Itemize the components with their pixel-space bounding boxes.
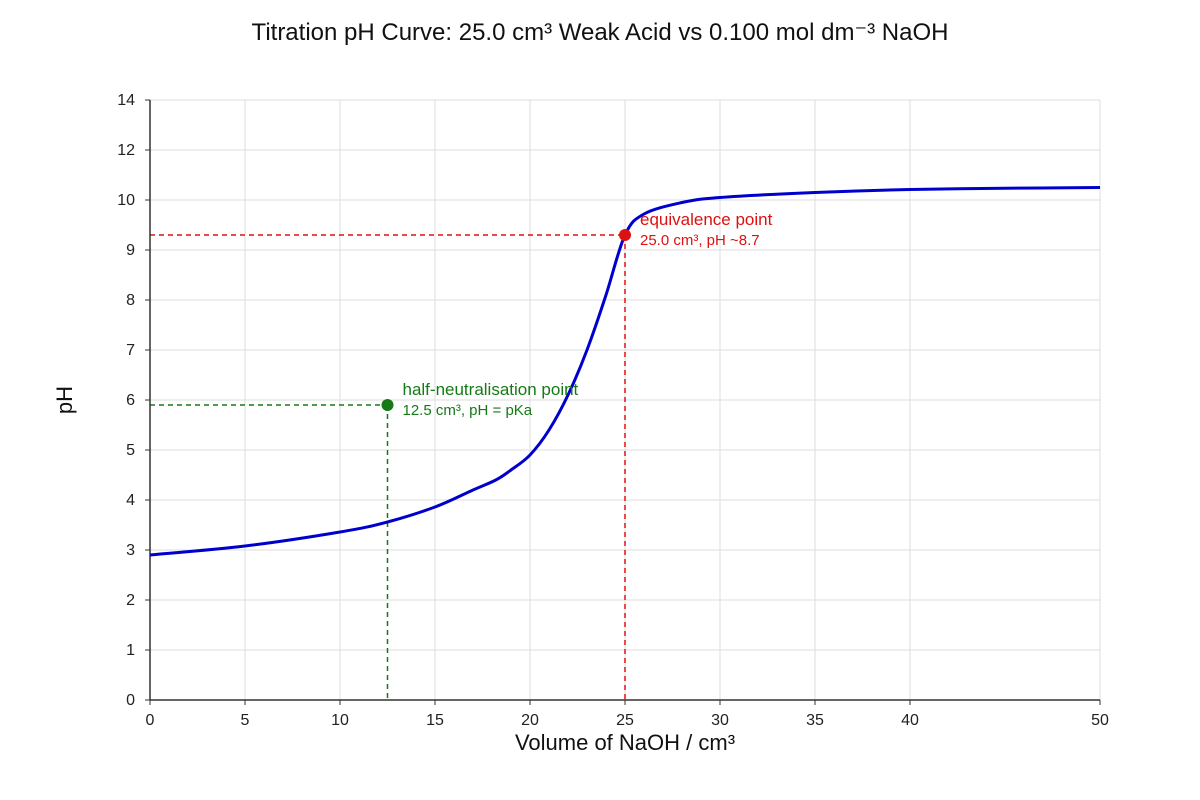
- y-tick-label: 0: [126, 692, 135, 709]
- y-tick-label: 8: [126, 292, 135, 309]
- series-layer: [149, 186, 1101, 557]
- x-tick-label: 20: [521, 712, 539, 729]
- x-tick-label: 40: [901, 712, 919, 729]
- half-neutralisation-label: half-neutralisation point: [403, 380, 579, 399]
- x-tick-labels: 0 5 10 15 20 25 30 35 40 50: [146, 712, 1109, 729]
- annotation-layer: half-neutralisation point 12.5 cm³, pH = …: [381, 210, 773, 419]
- y-tick-label: 5: [126, 442, 135, 459]
- equivalence-point-marker: [619, 229, 631, 241]
- y-tick-label: 10: [117, 192, 135, 209]
- y-tick-label: 7: [126, 342, 135, 359]
- equivalence-label: equivalence point: [640, 210, 773, 229]
- x-tick-label: 15: [426, 712, 444, 729]
- y-tick-label: 1: [126, 642, 135, 659]
- equivalence-sublabel: 25.0 cm³, pH ~8.7: [640, 232, 760, 249]
- ph-curve-line: [149, 186, 1101, 557]
- y-tick-label: 2: [126, 592, 135, 609]
- x-tick-label: 50: [1091, 712, 1109, 729]
- half-neutralisation-sublabel: 12.5 cm³, pH = pKa: [403, 402, 533, 419]
- y-tick-label: 9: [126, 242, 135, 259]
- x-tick-label: 10: [331, 712, 349, 729]
- x-tick-label: 30: [711, 712, 729, 729]
- y-tick-label: 6: [126, 392, 135, 409]
- y-tick-label: 14: [117, 92, 135, 109]
- x-tick-label: 5: [241, 712, 250, 729]
- axes: [149, 100, 1100, 701]
- x-axis-label: Volume of NaOH / cm³: [515, 730, 735, 755]
- chart-title: Titration pH Curve: 25.0 cm³ Weak Acid v…: [252, 19, 949, 46]
- y-axis-label: pH: [52, 386, 77, 414]
- guide-lines: [150, 234, 626, 700]
- x-tick-label: 35: [806, 712, 824, 729]
- x-tick-label: 0: [146, 712, 155, 729]
- y-tick-label: 4: [126, 492, 135, 509]
- y-tick-label: 3: [126, 542, 135, 559]
- y-tick-label: 12: [117, 142, 135, 159]
- grid-lines: [145, 99, 1101, 705]
- half-neutralisation-point-marker: [381, 399, 394, 411]
- x-tick-label: 25: [616, 712, 634, 729]
